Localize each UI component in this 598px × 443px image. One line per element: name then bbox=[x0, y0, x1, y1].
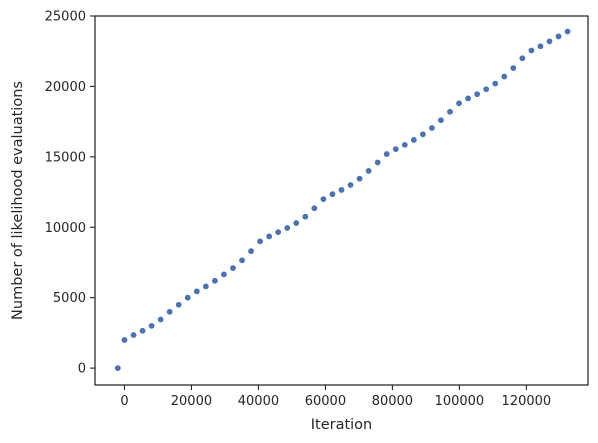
y-axis-ticks: 0 5000 10000 15000 20000 25000 bbox=[45, 10, 95, 377]
y-tick-label: 25000 bbox=[45, 10, 86, 25]
data-point bbox=[157, 316, 164, 323]
data-point bbox=[347, 182, 354, 188]
x-tick-label: 40000 bbox=[238, 394, 279, 409]
data-point bbox=[302, 213, 309, 220]
data-point bbox=[410, 137, 417, 143]
data-point bbox=[374, 159, 381, 166]
data-point bbox=[456, 100, 462, 107]
data-point bbox=[492, 80, 499, 87]
data-points bbox=[114, 28, 571, 371]
data-point bbox=[401, 141, 408, 148]
data-point bbox=[555, 33, 562, 40]
data-point bbox=[121, 337, 128, 343]
data-point bbox=[284, 225, 291, 231]
x-tick-label: 80000 bbox=[372, 394, 413, 409]
data-point bbox=[184, 294, 191, 301]
data-point bbox=[365, 168, 372, 174]
y-axis-label: Number of likelihood evaluations bbox=[10, 81, 26, 320]
data-point bbox=[212, 277, 218, 284]
x-tick-label: 0 bbox=[120, 394, 128, 409]
data-point bbox=[266, 233, 273, 240]
data-point bbox=[528, 47, 535, 54]
data-point bbox=[320, 196, 327, 202]
x-tick-label: 60000 bbox=[305, 394, 346, 409]
data-point bbox=[429, 125, 435, 131]
data-point bbox=[248, 248, 254, 255]
data-point bbox=[130, 332, 137, 338]
data-point bbox=[193, 288, 200, 295]
x-axis-ticks: 0 20000 40000 60000 80000 100000 120000 bbox=[120, 385, 551, 409]
data-point bbox=[338, 187, 345, 193]
data-point bbox=[537, 43, 544, 50]
data-point bbox=[392, 146, 399, 152]
y-tick-label: 10000 bbox=[45, 221, 86, 236]
data-point bbox=[546, 38, 553, 45]
y-tick-label: 5000 bbox=[53, 291, 86, 306]
data-point bbox=[139, 327, 146, 334]
data-point bbox=[166, 308, 173, 315]
y-tick-label: 15000 bbox=[45, 150, 86, 165]
plot-frame bbox=[94, 15, 589, 386]
data-point bbox=[148, 322, 155, 329]
x-axis-label: Iteration bbox=[311, 417, 373, 433]
data-point bbox=[311, 205, 318, 212]
data-point bbox=[230, 265, 236, 272]
y-tick-label: 0 bbox=[78, 362, 86, 377]
data-point bbox=[383, 151, 390, 157]
data-point bbox=[501, 73, 508, 80]
data-point bbox=[329, 191, 336, 198]
data-point bbox=[465, 95, 471, 102]
data-point bbox=[239, 257, 245, 264]
data-point bbox=[175, 301, 182, 308]
x-tick-label: 20000 bbox=[171, 394, 212, 409]
data-point bbox=[356, 175, 363, 182]
data-point bbox=[257, 238, 264, 245]
data-point bbox=[275, 229, 282, 236]
y-tick-label: 20000 bbox=[45, 80, 86, 95]
data-point bbox=[474, 91, 481, 98]
data-point bbox=[419, 131, 426, 138]
data-point bbox=[564, 28, 571, 35]
data-point bbox=[519, 55, 526, 62]
data-point bbox=[483, 86, 490, 93]
data-point bbox=[202, 283, 209, 290]
x-tick-label: 120000 bbox=[502, 394, 552, 409]
data-point bbox=[447, 108, 453, 115]
data-point bbox=[221, 271, 227, 278]
data-point bbox=[293, 220, 300, 226]
data-point bbox=[510, 65, 517, 72]
data-point bbox=[114, 365, 121, 371]
x-tick-label: 100000 bbox=[435, 394, 485, 409]
data-point bbox=[438, 117, 444, 124]
